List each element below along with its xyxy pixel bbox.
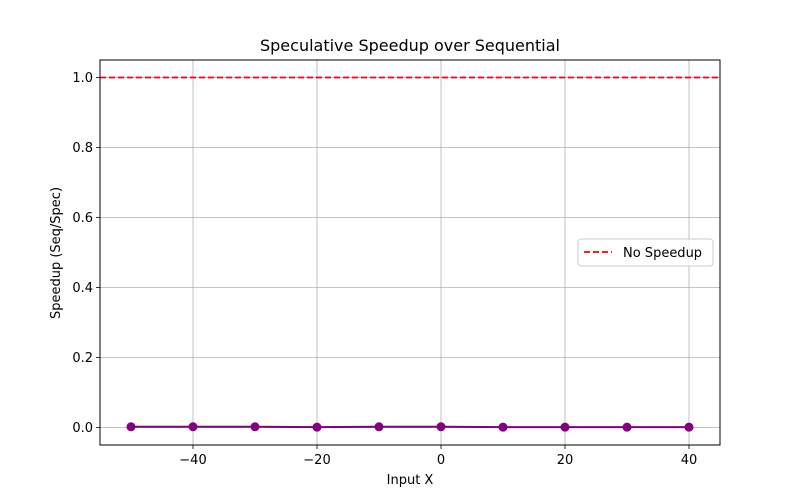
data-point xyxy=(436,422,446,432)
y-tick-label: 0.6 xyxy=(72,211,93,226)
data-point xyxy=(250,422,260,432)
y-tick-label: 1.0 xyxy=(72,71,93,86)
series-layer xyxy=(126,422,694,432)
legend-box xyxy=(577,238,714,267)
y-tick-label: 0.4 xyxy=(72,281,93,296)
y-tick-label: 0.8 xyxy=(72,141,93,156)
x-tick-label: −40 xyxy=(179,453,206,468)
data-point xyxy=(684,422,694,432)
chart-title: Speculative Speedup over Sequential xyxy=(260,36,560,55)
x-tick-label: −20 xyxy=(303,453,330,468)
x-tick-label: 20 xyxy=(557,453,574,468)
legend-label-no-speedup: No Speedup xyxy=(623,246,702,261)
y-axis-ticks: 0.0 0.2 0.4 0.6 0.8 1.0 xyxy=(72,71,100,436)
data-point xyxy=(560,422,570,432)
y-tick-label: 0.2 xyxy=(72,351,93,366)
data-point xyxy=(498,422,508,432)
x-tick-label: 40 xyxy=(681,453,698,468)
data-point xyxy=(374,422,384,432)
legend[interactable]: No Speedup xyxy=(577,238,714,267)
data-point xyxy=(126,422,136,432)
data-point xyxy=(188,422,198,432)
data-point xyxy=(312,422,322,432)
plot-frame xyxy=(99,59,721,446)
x-tick-label: 0 xyxy=(437,453,445,468)
y-axis-label: Speedup (Seq/Spec) xyxy=(49,187,64,319)
x-axis-ticks: −40 −20 0 20 40 xyxy=(179,445,697,468)
data-point xyxy=(622,422,632,432)
y-tick-label: 0.0 xyxy=(72,421,93,436)
x-axis-label: Input X xyxy=(387,473,434,488)
